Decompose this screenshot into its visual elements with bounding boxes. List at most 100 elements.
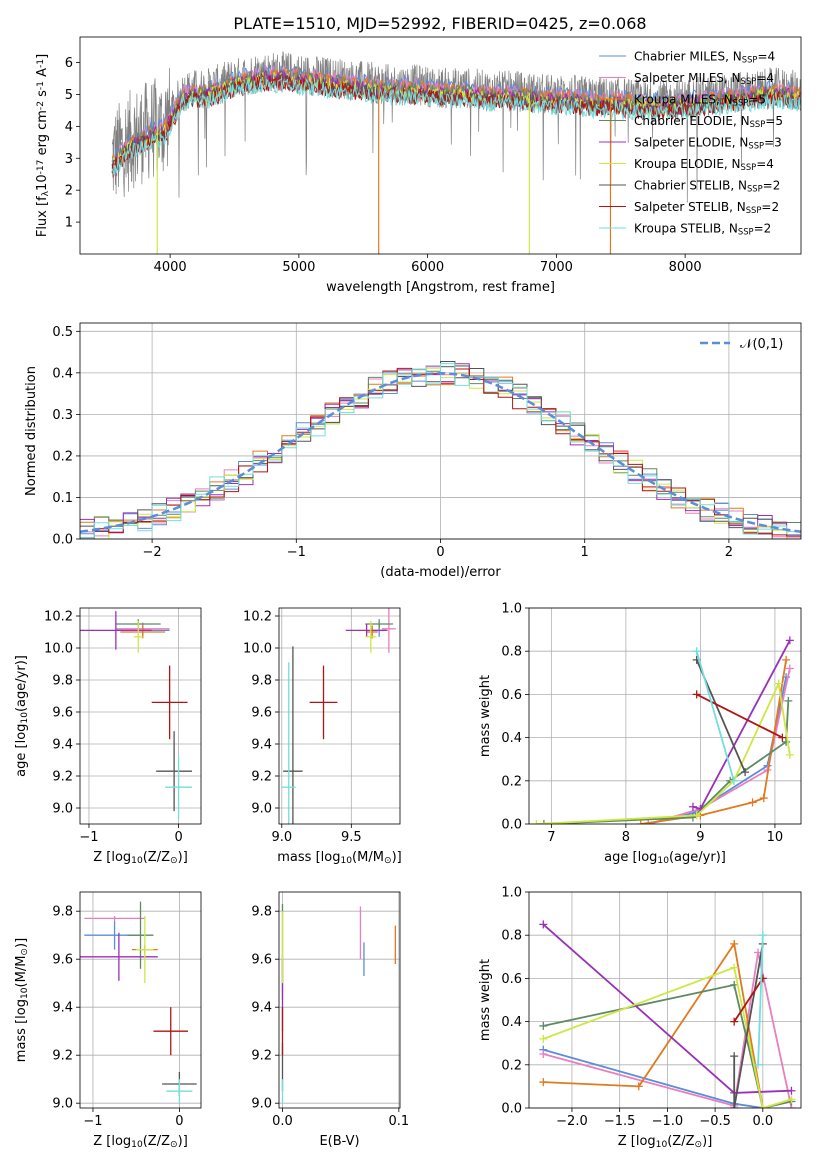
legend-label: Chabrier MILES, NSSP=4 — [634, 50, 775, 65]
plot-area-massweight-vs-z — [539, 920, 796, 1108]
y-tick-label: 0.3 — [52, 408, 73, 423]
weight-marker — [741, 768, 750, 777]
x-tick-label: −0.5 — [699, 1114, 731, 1129]
plot-area-age-vs-z — [80, 611, 193, 820]
weight-marker — [785, 664, 794, 673]
x-tick-label: 7000 — [540, 260, 573, 275]
plot-area-spectrum — [111, 51, 801, 254]
x-tick-label: 6000 — [411, 260, 444, 275]
weight-marker — [539, 820, 548, 824]
y-tick-label: 5 — [65, 88, 73, 103]
y-tick-label: 10.2 — [44, 610, 73, 625]
plot-spectrum: 4000 5000 6000 7000 8000 1 2 3 4 5 6 wavelength [An… — [35, 36, 802, 295]
axes-frame — [278, 891, 401, 1109]
histogram-legend: 𝒩(0,1) — [700, 337, 783, 352]
weight-marker — [539, 1050, 548, 1058]
weight-marker — [692, 647, 701, 656]
errorbar-point — [151, 665, 188, 740]
errorbar-point — [283, 646, 303, 824]
weight-marker — [688, 802, 697, 811]
y-tick-label: 9.6 — [52, 953, 73, 968]
errorbar-point — [156, 731, 193, 812]
plot-massweight-vs-z: −2.0 −1.5 −1.0 −0.5 0.0 0.0 0.2 0.4 0.6 0.8 1.0 Z [… — [478, 886, 802, 1150]
weight-marker — [539, 1021, 548, 1030]
page-title: PLATE=1510, MJD=52992, FIBERID=0425, z=0… — [233, 14, 646, 33]
y-tick-label: 9.6 — [251, 706, 272, 721]
weight-marker — [539, 920, 548, 929]
x-axis-label: Z [log10(Z/Z⊙)] — [618, 1134, 713, 1150]
x-axis-label: age [log10(age/yr)] — [604, 850, 726, 866]
grid-age-vs-mass — [279, 608, 400, 824]
x-tick-label: 5000 — [282, 260, 315, 275]
axes-frame — [528, 607, 802, 825]
y-tick-label: 9.2 — [52, 770, 73, 785]
x-tick-label: −1.5 — [604, 1114, 636, 1129]
x-tick-label: 0 — [175, 1114, 183, 1129]
y-tick-label: 9.0 — [251, 1097, 272, 1112]
y-tick-label: 1.0 — [501, 886, 522, 901]
x-tick-label: 9.0 — [271, 830, 292, 845]
weight-marker — [774, 679, 783, 688]
weight-marker — [730, 1052, 739, 1061]
weight-marker — [758, 974, 767, 983]
x-tick-label: 7 — [547, 830, 555, 845]
weight-marker — [692, 690, 701, 699]
weight-marker — [644, 820, 653, 824]
weight-marker — [785, 750, 794, 759]
errorbar-point — [365, 619, 394, 629]
x-tick-label: −2 — [143, 545, 162, 560]
y-tick-label: 9.6 — [52, 706, 73, 721]
x-tick-label: 9 — [696, 830, 704, 845]
x-axis-label: (data-model)/error — [380, 565, 501, 580]
legend-label: Salpeter STELIB, NSSP=2 — [634, 200, 779, 215]
y-tick-label: 9.4 — [52, 1001, 73, 1016]
weight-marker — [730, 939, 739, 948]
errorbar-point — [153, 1007, 189, 1056]
y-tick-label: 9.4 — [251, 738, 272, 753]
model-spectrum-line — [111, 75, 801, 179]
weight-marker — [539, 1034, 548, 1043]
weight-line — [695, 650, 735, 782]
x-tick-label: 0 — [436, 545, 444, 560]
y-tick-label: 0.0 — [52, 533, 73, 548]
weight-marker — [634, 1082, 643, 1091]
y-axis-label: Flux [fλ10-17 erg cm-2 s-1 A-1] — [35, 54, 51, 237]
errorbar-point — [381, 608, 396, 653]
legend-label: Salpeter MILES, NSSP=4 — [634, 71, 774, 86]
axes-frame — [528, 891, 802, 1109]
y-tick-label: 0.0 — [501, 1102, 522, 1117]
x-tick-label: 9.5 — [341, 830, 362, 845]
weight-line — [543, 983, 792, 1108]
model-spectrum-line — [111, 73, 801, 174]
weight-marker — [787, 1095, 796, 1104]
errorbar-point — [80, 611, 152, 650]
legend-label: Kroupa ELODIE, NSSP=4 — [634, 157, 774, 172]
y-tick-label: 10.0 — [44, 642, 73, 657]
y-tick-label: 9.4 — [52, 738, 73, 753]
errorbar-point — [136, 916, 154, 984]
plot-massweight-vs-age: 7 8 9 10 0.0 0.2 0.4 0.6 0.8 1.0 age [log10(age/yr… — [478, 602, 802, 866]
y-tick-label: 1.0 — [501, 602, 522, 617]
plot-area-histogram — [80, 361, 801, 539]
weight-marker — [636, 820, 645, 824]
errorbar-point — [133, 620, 143, 653]
plot-age-vs-z: −1 0 9.0 9.2 9.4 9.6 9.8 10.0 10.2 Z [log10(Z/Z⊙)… — [14, 607, 202, 866]
gaussian-curve — [80, 372, 801, 533]
x-axis-label: Z [log10(Z/Z⊙)] — [93, 1134, 188, 1150]
y-axis-label: Normed distribution — [24, 366, 39, 496]
weight-marker — [782, 737, 791, 746]
y-tick-label: 9.8 — [251, 905, 272, 920]
errorbar-point — [281, 662, 296, 824]
y-tick-label: 0.4 — [52, 366, 73, 381]
y-tick-label: 9.0 — [251, 802, 272, 817]
x-tick-label: 0.1 — [388, 1114, 409, 1129]
x-tick-label: −1 — [79, 830, 98, 845]
y-tick-label: 0.2 — [52, 449, 73, 464]
legend-label: Chabrier STELIB, NSSP=2 — [634, 179, 780, 194]
y-tick-label: 9.8 — [251, 674, 272, 689]
y-axis-label: mass [log10(M/M⊙)] — [14, 938, 30, 1062]
x-tick-label: −1.0 — [652, 1114, 684, 1129]
weight-marker — [758, 931, 767, 940]
y-tick-label: 9.4 — [251, 1001, 272, 1016]
errorbar-point — [345, 624, 388, 637]
